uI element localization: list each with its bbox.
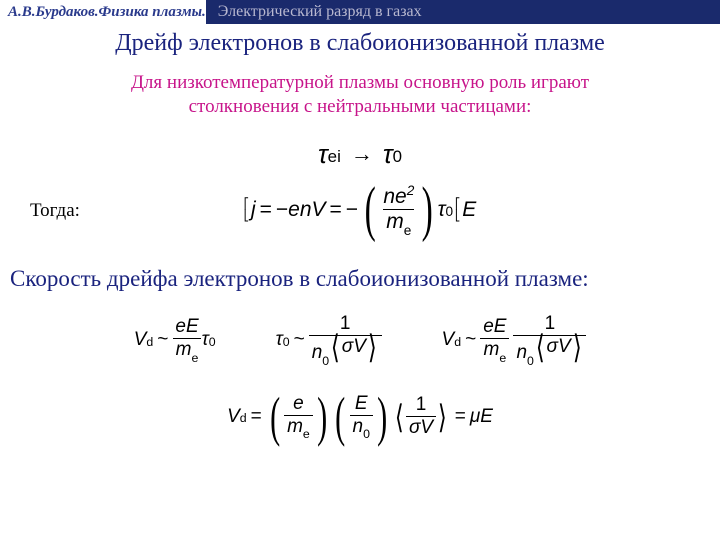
sub-d: d — [146, 335, 153, 349]
n-e2: e — [483, 316, 494, 337]
sub-zero-2: 0 — [445, 204, 453, 219]
sym-Vd-2: V — [442, 329, 455, 351]
author-label: А.В.Бурдаков.Физика плазмы. — [0, 4, 206, 21]
frac-1-n0sigV-2: 1 n0σV — [513, 314, 586, 366]
angle-1-sigV: 1 σV — [393, 395, 448, 438]
sym-tau: τ — [318, 139, 328, 170]
sub-d-3: d — [240, 411, 247, 425]
op-eq-4: = — [451, 406, 470, 428]
p2-n: n — [353, 416, 364, 437]
frac-ne2-me: ne2 me — [380, 184, 417, 237]
arrow-icon: → — [341, 141, 383, 167]
num-1b: 1 — [545, 313, 556, 334]
op-eq-3: = — [247, 406, 266, 428]
den-sub-0: 0 — [322, 354, 329, 368]
frac-eE-me-2: eE me — [480, 317, 509, 363]
frac-sub-e: e — [404, 223, 412, 238]
bracket-artifact-r: ⎡⎣ — [455, 198, 460, 222]
ang-sigma: σ — [342, 336, 353, 357]
op-eq: = — [256, 198, 276, 222]
d-sub-e2: e — [499, 351, 506, 365]
page-title: Дрейф электронов в слабоионизованной пла… — [0, 30, 720, 57]
subtitle-strip: Электрический разряд в газах — [206, 0, 720, 24]
header-bar: А.В.Бурдаков.Физика плазмы. Электрически… — [0, 0, 720, 24]
den-n2: n — [516, 342, 527, 363]
intro-line-2: столкновения с нейтральными частицами: — [189, 96, 532, 117]
n-E2: E — [494, 316, 507, 337]
sub-zero-3: 0 — [209, 335, 216, 349]
op-minus-2: − — [346, 198, 360, 222]
op-tilde: ~ — [153, 329, 172, 351]
sub-ei: ei — [328, 147, 341, 167]
sub-zero-4: 0 — [283, 335, 290, 349]
n-e: e — [175, 316, 186, 337]
p1-sub-e: e — [303, 427, 310, 441]
sym-E-final: E — [480, 406, 493, 428]
paren-group: ne2 me — [360, 184, 438, 237]
den-sub-0b: 0 — [527, 354, 534, 368]
p1-m: m — [287, 416, 303, 437]
d-m: m — [176, 339, 192, 360]
paren-E-n0: E n0 — [331, 394, 391, 440]
formula-tau-limit: τei → τ0 — [0, 139, 720, 170]
d-sub-e: e — [191, 351, 198, 365]
sym-j-vec: j — [251, 198, 256, 222]
sym-n: n — [300, 198, 312, 222]
sym-Vd-3: V — [227, 406, 240, 428]
p2-sub0: 0 — [363, 427, 370, 441]
heading-drift-speed: Скорость дрейфа электронов в слабоионизо… — [0, 266, 720, 292]
p2-E: E — [355, 393, 368, 414]
ang-V: V — [353, 336, 366, 357]
bracket-artifact-l: ⎡⎣ — [244, 198, 249, 222]
intro-text: Для низкотемпературной плазмы основную р… — [0, 71, 720, 119]
paren-e-me: e me — [266, 394, 331, 440]
frac-1-n0sigV: 1 n0σV — [309, 314, 382, 366]
sym-tau-5: τ — [276, 329, 283, 351]
sym-tau-4: τ — [202, 329, 209, 351]
op-minus: − — [276, 198, 288, 222]
formula-drift-final: Vd = e me E n0 1 σV = μE — [0, 394, 720, 440]
sym-mu: μ — [470, 406, 480, 428]
op-tilde-2: ~ — [290, 329, 309, 351]
op-eq-2: = — [326, 198, 346, 222]
a-num1: 1 — [416, 394, 427, 415]
ang-sigma2: σ — [547, 336, 558, 357]
n-E: E — [186, 316, 199, 337]
frac-sup2: 2 — [407, 183, 415, 198]
intro-line-1: Для низкотемпературной плазмы основную р… — [131, 72, 589, 93]
a-V: V — [420, 417, 433, 438]
sym-tau-2: τ — [383, 139, 393, 170]
num-1: 1 — [340, 313, 351, 334]
d-m2: m — [483, 339, 499, 360]
op-tilde-3: ~ — [461, 329, 480, 351]
frac-n: n — [383, 185, 395, 208]
a-sig: σ — [409, 417, 420, 438]
sym-tau-3: τ — [438, 198, 446, 222]
sym-E-vec: E — [462, 198, 476, 222]
frac-m: m — [386, 210, 404, 233]
p1-e: e — [293, 393, 304, 414]
sub-zero: 0 — [393, 147, 402, 167]
formula-current-density: ⎡⎣ j = −enV = − ne2 me τ0 ⎡⎣ E — [0, 184, 720, 237]
sym-V: V — [312, 198, 326, 222]
frac-eE-me: eE me — [172, 317, 201, 363]
sub-d-2: d — [454, 335, 461, 349]
frac-1-sigV: 1 σV — [406, 395, 436, 438]
frac-e: e — [395, 185, 407, 208]
then-label: Тогда: — [30, 200, 80, 222]
frac-E-n0: E n0 — [350, 394, 373, 440]
formula-drift-relations: Vd ~ eE me τ0 τ0 ~ 1 n0σV Vd ~ eE me 1 n… — [0, 314, 720, 366]
sym-e: e — [288, 198, 300, 222]
sym-Vd: V — [134, 329, 147, 351]
subtitle-text: Электрический разряд в газах — [218, 3, 422, 21]
angle-sigV-2: σV — [534, 337, 583, 357]
angle-sigV: σV — [329, 337, 378, 357]
ang-V2: V — [558, 336, 571, 357]
den-n: n — [312, 342, 323, 363]
frac-e-me: e me — [284, 394, 313, 440]
